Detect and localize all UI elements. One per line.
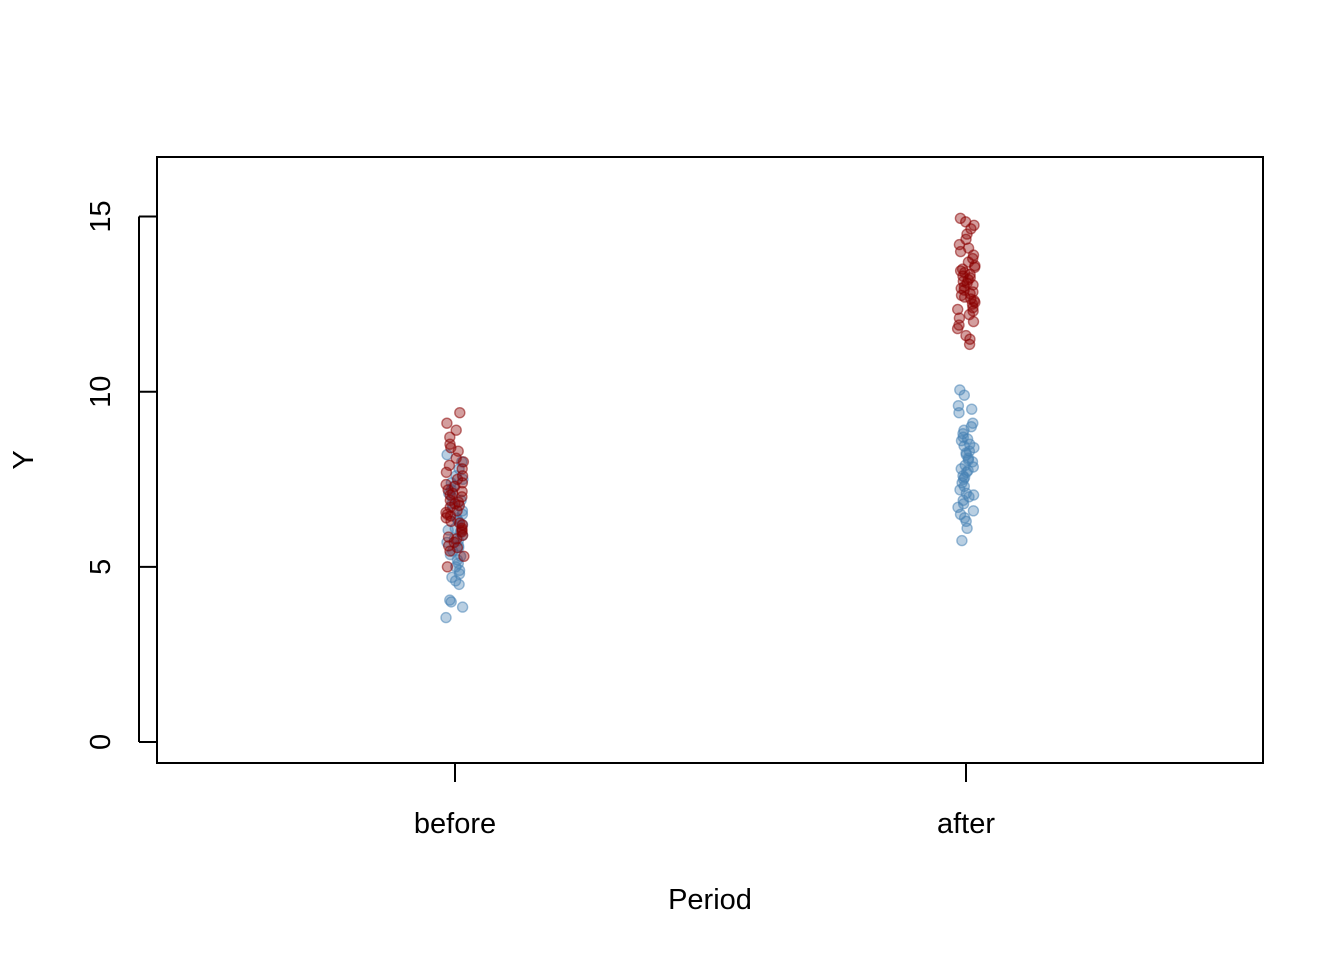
y-tick-label: 0 xyxy=(85,734,117,750)
data-point xyxy=(444,431,456,443)
data-point xyxy=(967,417,979,429)
y-tick-label: 10 xyxy=(85,376,117,408)
x-axis-title: Period xyxy=(668,884,752,916)
data-point xyxy=(442,531,455,543)
data-point xyxy=(458,550,470,562)
data-point xyxy=(956,534,968,547)
y-tick-label: 5 xyxy=(85,559,117,575)
data-point xyxy=(444,594,456,606)
data-point xyxy=(952,400,965,412)
data-point xyxy=(442,540,455,552)
data-point xyxy=(454,407,466,419)
x-axis: before after xyxy=(414,763,995,840)
data-point xyxy=(454,517,466,529)
data-point xyxy=(954,212,967,225)
data-point xyxy=(966,403,978,415)
data-point xyxy=(456,601,469,613)
data-point xyxy=(450,424,462,436)
x-tick-label: before xyxy=(414,808,496,840)
data-point xyxy=(952,303,964,316)
data-point xyxy=(440,478,452,491)
data-point xyxy=(960,329,972,342)
data-point xyxy=(440,611,452,624)
x-tick-label: after xyxy=(937,808,995,840)
points-layer xyxy=(440,212,981,624)
data-point xyxy=(443,459,456,471)
data-point xyxy=(967,505,980,517)
y-axis-title: Y xyxy=(8,450,40,469)
plot-frame xyxy=(156,156,1264,764)
data-point xyxy=(954,384,966,396)
data-point xyxy=(441,561,454,573)
y-tick-label: 15 xyxy=(85,200,117,232)
y-axis: 0 5 10 15 xyxy=(85,200,157,750)
data-point xyxy=(953,312,966,324)
data-point xyxy=(441,417,453,429)
